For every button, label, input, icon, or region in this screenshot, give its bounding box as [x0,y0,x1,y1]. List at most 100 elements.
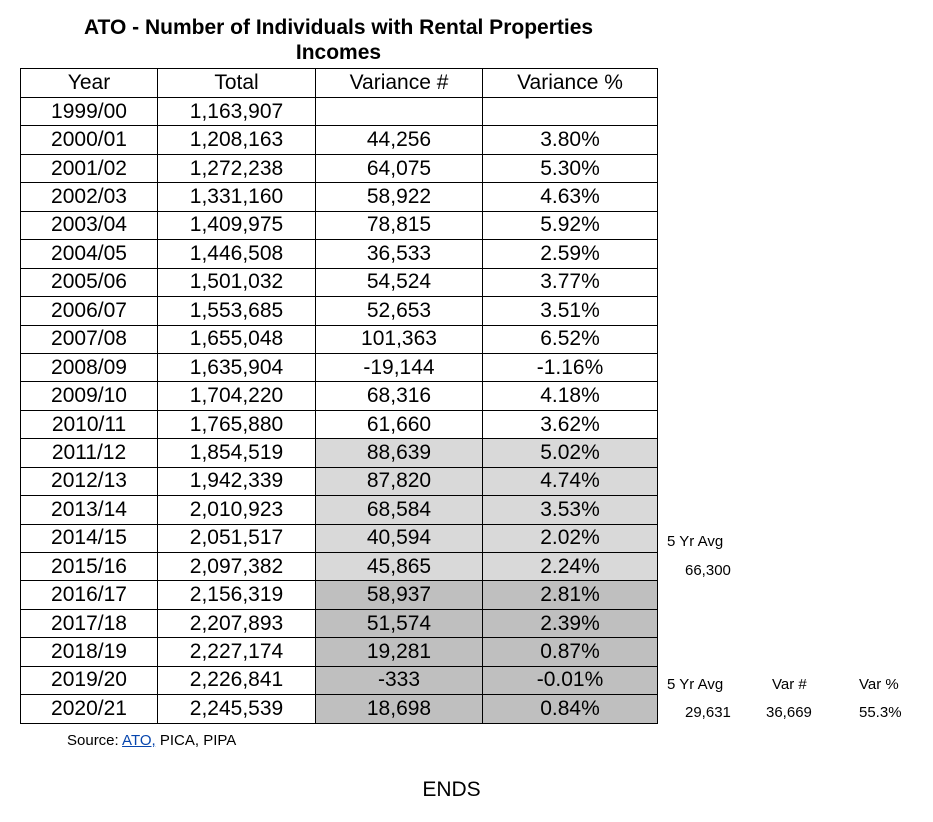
cell: 58,922 [315,182,483,212]
row: 2019/20 2,226,841 -333 -0.01% [20,665,658,696]
cell: 1,501,032 [157,267,316,298]
cell: 1,409,975 [157,210,316,241]
cell: 1,163,907 [157,96,316,127]
row: 2001/02 1,272,238 64,075 5.30% [20,153,658,184]
header-cell: Variance # [315,68,483,98]
cell: 2014/15 [20,523,158,554]
cell: 0.84% [482,694,658,724]
cell: 3.80% [482,125,658,155]
title: Incomes [295,41,382,64]
cell: 36,533 [315,239,483,269]
cell: 4.74% [482,466,658,497]
cell: 3.53% [482,495,658,525]
title: ATO - Number of Individuals with Rental … [83,16,594,39]
row: 2015/16 2,097,382 45,865 2.24% [20,551,658,582]
cell: 1,765,880 [157,409,316,440]
cell: -0.01% [482,665,658,696]
cell: 5.30% [482,153,658,184]
cell: 1999/00 [20,96,158,127]
cell: 1,208,163 [157,125,316,155]
row: 2016/17 2,156,319 58,937 2.81% [20,580,658,610]
row: 2013/14 2,010,923 68,584 3.53% [20,495,658,525]
cell: 2.59% [482,239,658,269]
source-link[interactable]: ATO, [122,732,156,749]
cell: 2,010,923 [157,495,316,525]
cell: 5.02% [482,438,658,468]
row: 2012/13 1,942,339 87,820 4.74% [20,466,658,497]
cell: 1,854,519 [157,438,316,468]
cell: 5.92% [482,210,658,241]
note-label: 5 Yr Avg [667,676,724,693]
cell: 64,075 [315,153,483,184]
cell: 3.77% [482,267,658,298]
cell: 6.52% [482,324,658,354]
cell: 44,256 [315,125,483,155]
cell: 1,704,220 [157,381,316,411]
source-suffix: PICA, PIPA [159,732,237,749]
cell: 45,865 [315,551,483,582]
row: 2005/06 1,501,032 54,524 3.77% [20,267,658,298]
cell: 3.62% [482,409,658,440]
cell: 51,574 [315,608,483,639]
row: 2020/21 2,245,539 18,698 0.84% [20,694,658,724]
cell: 78,815 [315,210,483,241]
cell: 2002/03 [20,182,158,212]
cell: 2,226,841 [157,665,316,696]
note-label: 5 Yr Avg [667,533,724,550]
cell: 2001/02 [20,153,158,184]
cell: 2.81% [482,580,658,610]
cell: 2008/09 [20,352,158,383]
cell: 2,207,893 [157,608,316,639]
cell: 1,655,048 [157,324,316,354]
cell: 2.39% [482,608,658,639]
cell: 1,635,904 [157,352,316,383]
header-cell: Variance % [482,68,658,98]
cell: 2,227,174 [157,637,316,667]
cell [482,96,658,127]
row: 2002/03 1,331,160 58,922 4.63% [20,182,658,212]
cell: 2007/08 [20,324,158,354]
source: Source: ATO, PICA, PIPA [67,732,236,749]
header-cell: Total [157,68,316,98]
cell: -333 [315,665,483,696]
cell: 2011/12 [20,438,158,468]
cell: 2.02% [482,523,658,554]
cell: 2,156,319 [157,580,316,610]
cell: 0.87% [482,637,658,667]
note-value: 55.3% [859,704,902,721]
cell: 2000/01 [20,125,158,155]
note-value: 36,669 [766,704,812,721]
header-cell: Year [20,68,158,98]
cell: 2003/04 [20,210,158,241]
cell: 2016/17 [20,580,158,610]
row: 2003/04 1,409,975 78,815 5.92% [20,210,658,241]
cell: 58,937 [315,580,483,610]
cell: 2005/06 [20,267,158,298]
cell: 1,553,685 [157,296,316,326]
cell: 2010/11 [20,409,158,440]
cell: 2009/10 [20,381,158,411]
row: 1999/00 1,163,907 [20,96,658,127]
cell: 2019/20 [20,665,158,696]
note-value: 66,300 [685,562,731,579]
row: 2000/01 1,208,163 44,256 3.80% [20,125,658,155]
cell: 2006/07 [20,296,158,326]
cell: 2004/05 [20,239,158,269]
cell: 61,660 [315,409,483,440]
row: 2011/12 1,854,519 88,639 5.02% [20,438,658,468]
cell: 68,584 [315,495,483,525]
cell: 2020/21 [20,694,158,724]
row: 2014/15 2,051,517 40,594 2.02% [20,523,658,554]
cell: 18,698 [315,694,483,724]
row: 2018/19 2,227,174 19,281 0.87% [20,637,658,667]
cell: 1,272,238 [157,153,316,184]
cell: 2,245,539 [157,694,316,724]
row: 2009/10 1,704,220 68,316 4.18% [20,381,658,411]
cell: 4.18% [482,381,658,411]
cell [315,96,483,127]
table: Year Total Variance # Variance % 1999/00 1,16… [20,68,658,724]
cell: 54,524 [315,267,483,298]
cell: 1,942,339 [157,466,316,497]
cell: 2,051,517 [157,523,316,554]
